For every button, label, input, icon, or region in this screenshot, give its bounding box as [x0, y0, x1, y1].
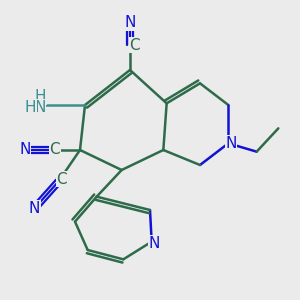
Text: H: H — [34, 89, 46, 104]
Text: C: C — [50, 142, 60, 157]
Text: N: N — [148, 236, 160, 251]
Text: N: N — [28, 201, 40, 216]
Text: N: N — [124, 15, 136, 30]
Text: C: C — [56, 172, 67, 187]
Text: H: H — [25, 100, 36, 115]
Text: N: N — [225, 136, 237, 151]
Text: C: C — [129, 38, 140, 52]
Text: N: N — [34, 100, 46, 115]
Text: N: N — [19, 142, 31, 157]
